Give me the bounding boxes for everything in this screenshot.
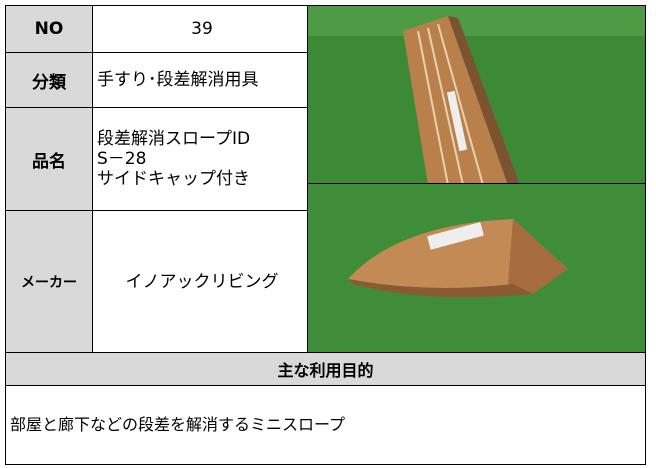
product-photo: [307, 183, 646, 353]
photo-drawing: [308, 184, 645, 352]
section-header: 主な利用目的: [5, 352, 646, 386]
label-cell: 分類: [5, 52, 93, 108]
label: NO: [34, 19, 64, 39]
label-cell: 品名: [5, 107, 93, 211]
value: 手すり･段差解消用具: [97, 70, 259, 90]
photo-drawing: [308, 6, 645, 183]
value: 段差解消スロープID S－28 サイドキャップ付き: [97, 129, 251, 189]
value: 39: [191, 19, 213, 39]
section-title: 主な利用目的: [277, 361, 374, 380]
label: 分類: [32, 72, 66, 93]
label-cell: NO: [5, 5, 93, 53]
label-cell: メーカー: [5, 210, 93, 353]
value-cell: 手すり･段差解消用具: [92, 52, 308, 108]
label: 品名: [32, 151, 66, 172]
value-cell: イノアックリビング: [92, 210, 308, 353]
label: メーカー: [21, 274, 77, 291]
value: イノアックリビング: [125, 271, 279, 292]
value-cell: 段差解消スロープID S－28 サイドキャップ付き: [92, 107, 308, 211]
purpose-cell: 部屋と廊下などの段差を解消するミニスロープ: [5, 385, 646, 465]
purpose-text: 部屋と廊下などの段差を解消するミニスロープ: [10, 415, 346, 434]
value-cell: 39: [92, 5, 308, 53]
product-photo: [307, 5, 646, 184]
